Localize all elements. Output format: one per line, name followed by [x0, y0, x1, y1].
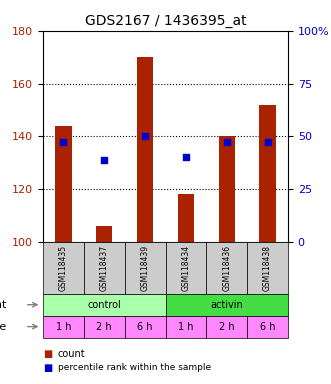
- Bar: [178, 194, 194, 242]
- Point: [183, 154, 189, 161]
- Point: [265, 139, 270, 145]
- Text: GSM118435: GSM118435: [59, 245, 68, 291]
- Text: ■: ■: [43, 363, 52, 373]
- Point: [102, 157, 107, 163]
- Text: GSM118436: GSM118436: [222, 245, 231, 291]
- Text: percentile rank within the sample: percentile rank within the sample: [58, 363, 211, 372]
- Bar: [260, 104, 276, 242]
- Text: 6 h: 6 h: [260, 321, 275, 332]
- Bar: [55, 126, 71, 242]
- Text: ■: ■: [43, 349, 52, 359]
- Text: 2 h: 2 h: [96, 321, 112, 332]
- Text: GSM118437: GSM118437: [100, 245, 109, 291]
- Title: GDS2167 / 1436395_at: GDS2167 / 1436395_at: [85, 14, 246, 28]
- Text: 6 h: 6 h: [137, 321, 153, 332]
- Text: GSM118438: GSM118438: [263, 245, 272, 291]
- Text: time: time: [0, 321, 7, 332]
- Text: agent: agent: [0, 300, 7, 310]
- Text: GSM118439: GSM118439: [141, 245, 150, 291]
- Bar: [137, 57, 153, 242]
- Text: 1 h: 1 h: [178, 321, 194, 332]
- Text: activin: activin: [211, 300, 243, 310]
- Text: GSM118434: GSM118434: [181, 245, 190, 291]
- Point: [61, 139, 66, 145]
- Text: 2 h: 2 h: [219, 321, 235, 332]
- Text: 1 h: 1 h: [56, 321, 71, 332]
- Text: count: count: [58, 349, 85, 359]
- Point: [142, 133, 148, 139]
- Text: control: control: [87, 300, 121, 310]
- Bar: [218, 136, 235, 242]
- Point: [224, 139, 229, 145]
- Bar: [96, 226, 113, 242]
